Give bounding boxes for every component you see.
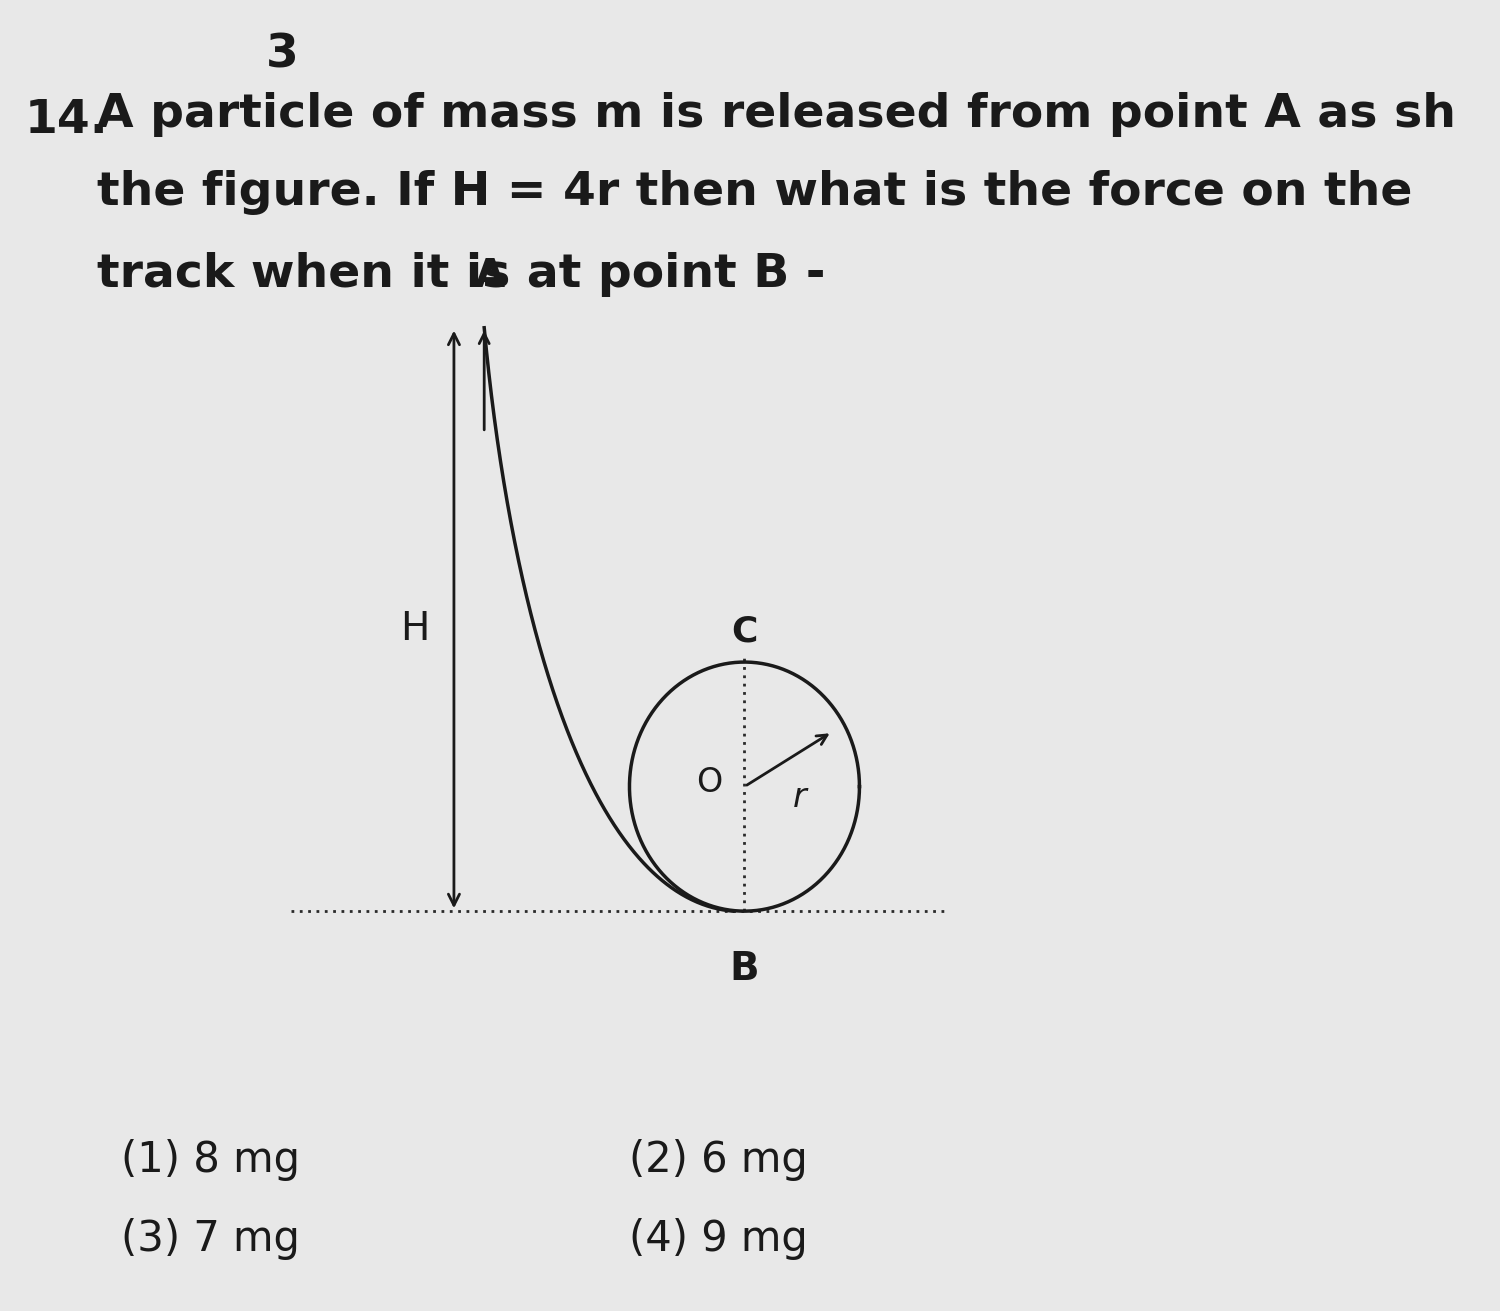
Text: track when it is at point B -: track when it is at point B - [98,252,825,296]
Text: H: H [400,611,429,648]
Text: (2) 6 mg: (2) 6 mg [630,1139,809,1181]
Text: r: r [792,781,806,814]
Text: (1) 8 mg: (1) 8 mg [122,1139,300,1181]
Text: B: B [729,950,759,988]
Text: (3) 7 mg: (3) 7 mg [122,1218,300,1260]
Text: (4) 9 mg: (4) 9 mg [630,1218,809,1260]
Text: A particle of mass m is released from point A as sh: A particle of mass m is released from po… [98,92,1456,136]
Text: 3: 3 [267,33,298,77]
Text: C: C [732,615,758,649]
Text: A: A [476,257,506,295]
Text: 14.: 14. [24,98,108,143]
Text: O: O [696,766,723,800]
Text: the figure. If H = 4r then what is the force on the: the figure. If H = 4r then what is the f… [98,170,1411,215]
